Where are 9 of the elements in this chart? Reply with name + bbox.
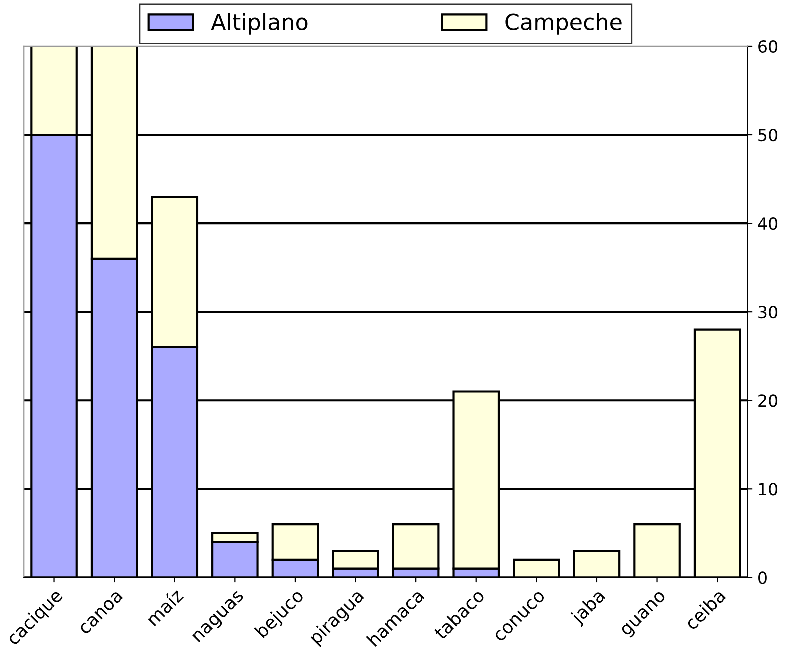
y-tick-label: 20 [758,394,778,408]
y-tick-label: 40 [758,218,778,230]
legend-label: Altiplano [211,13,308,35]
y-tick-label: 50 [758,128,778,142]
legend-label: Campeche [506,13,622,35]
y-tick-label: 30 [758,306,778,319]
y-tick-label: 10 [759,483,778,496]
y-tick-label: 0 [758,572,767,584]
y-tick-label: 60 [758,40,778,54]
